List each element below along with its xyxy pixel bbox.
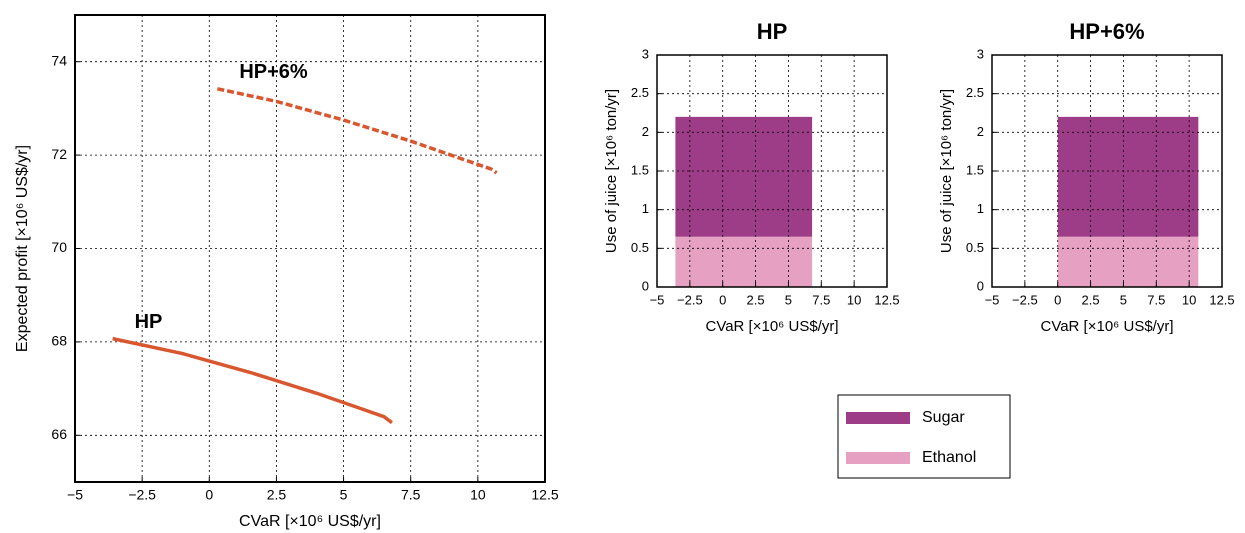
y-tick-label: 66 <box>51 426 67 442</box>
y-tick-label: 1.5 <box>631 162 649 177</box>
x-axis-label: CVaR [×10⁶ US$/yr] <box>705 318 838 335</box>
x-tick-label: −5 <box>985 292 1000 307</box>
bar-segment <box>675 116 813 237</box>
y-tick-label: 2 <box>977 124 984 139</box>
y-tick-label: 1 <box>977 201 984 216</box>
x-tick-label: 10 <box>470 487 486 503</box>
x-tick-label: 7.5 <box>812 292 830 307</box>
y-tick-label: 3 <box>977 46 984 61</box>
x-tick-label: 5 <box>340 487 348 503</box>
x-tick-label: 0 <box>719 292 726 307</box>
x-tick-label: 0 <box>205 487 213 503</box>
plot-frame <box>991 54 1223 288</box>
x-tick-label: 12.5 <box>874 292 899 307</box>
y-tick-label: 2.5 <box>631 85 649 100</box>
y-axis-label: Expected profit [×10⁶ US$/yr] <box>14 145 31 352</box>
x-tick-label: 2.5 <box>747 292 765 307</box>
y-tick-label: 0.5 <box>631 240 649 255</box>
bar-segment <box>675 236 813 287</box>
x-tick-label: 12.5 <box>531 487 558 503</box>
legend-label: Ethanol <box>922 449 976 466</box>
x-tick-label: 12.5 <box>1209 292 1234 307</box>
y-tick-label: 74 <box>51 52 67 68</box>
y-axis-label: Use of juice [×10⁶ ton/yr] <box>938 89 955 253</box>
bar-segment <box>1057 116 1199 237</box>
x-tick-label: 10 <box>1182 292 1196 307</box>
legend-box <box>837 394 1011 479</box>
series-label: HP+6% <box>239 61 308 83</box>
x-tick-label: 0 <box>1054 292 1061 307</box>
legend-label: Sugar <box>922 409 965 426</box>
x-tick-label: 5 <box>1120 292 1127 307</box>
legend-swatch <box>846 412 910 424</box>
legend-swatch <box>846 452 910 464</box>
y-tick-label: 70 <box>51 239 67 255</box>
x-tick-label: 7.5 <box>1147 292 1165 307</box>
x-tick-label: 10 <box>847 292 861 307</box>
x-tick-label: 7.5 <box>401 487 421 503</box>
x-tick-label: 5 <box>785 292 792 307</box>
y-tick-label: 2 <box>642 124 649 139</box>
y-tick-label: 68 <box>51 333 67 349</box>
x-tick-label: 2.5 <box>267 487 287 503</box>
y-tick-label: 0 <box>977 278 984 293</box>
x-tick-label: −5 <box>650 292 665 307</box>
y-tick-label: 0.5 <box>966 240 984 255</box>
x-axis-label: CVaR [×10⁶ US$/yr] <box>1040 318 1173 335</box>
plot-frame <box>656 54 888 288</box>
x-tick-label: 2.5 <box>1082 292 1100 307</box>
series-label: HP <box>135 311 163 333</box>
bar-segment <box>1057 236 1199 287</box>
line <box>112 336 393 425</box>
y-tick-label: 72 <box>51 146 67 162</box>
y-tick-label: 1.5 <box>966 162 984 177</box>
y-tick-label: 2.5 <box>966 85 984 100</box>
x-tick-label: −5 <box>67 487 83 503</box>
x-tick-label: −2.5 <box>677 292 703 307</box>
chart-title: HP+6% <box>1069 19 1144 44</box>
x-tick-label: −2.5 <box>128 487 156 503</box>
y-tick-label: 3 <box>642 46 649 61</box>
x-tick-label: −2.5 <box>1012 292 1038 307</box>
line <box>216 87 498 175</box>
plot-frame <box>74 14 546 483</box>
y-tick-label: 0 <box>642 278 649 293</box>
y-axis-label: Use of juice [×10⁶ ton/yr] <box>603 89 620 253</box>
chart-title: HP <box>757 19 788 44</box>
y-tick-label: 1 <box>642 201 649 216</box>
x-axis-label: CVaR [×10⁶ US$/yr] <box>239 513 381 530</box>
